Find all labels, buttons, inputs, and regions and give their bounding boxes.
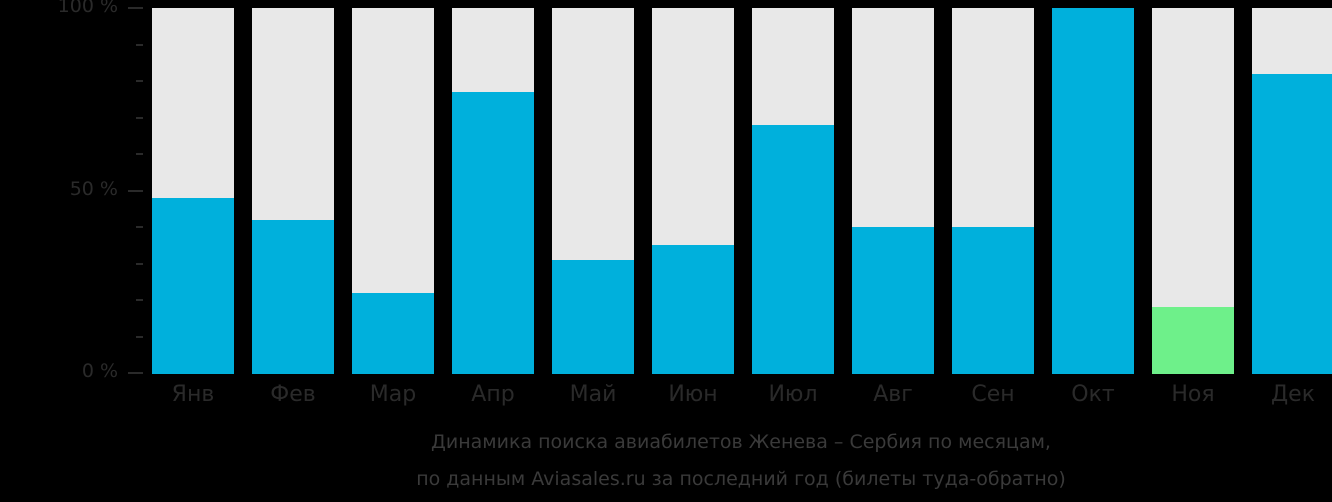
bar-value (1152, 307, 1234, 374)
bar-value (752, 124, 834, 374)
y-major-tick (128, 189, 143, 192)
chart-title: Динамика поиска авиабилетов Женева – Сер… (431, 431, 1051, 453)
y-minor-tick (136, 80, 143, 82)
chart-subtitle: по данным Aviasales.ru за последний год … (416, 468, 1066, 490)
x-tick-label: Мар (369, 382, 417, 407)
bar-7 (752, 8, 834, 374)
y-minor-tick (136, 43, 143, 46)
x-tick-label: Ноя (1171, 382, 1215, 407)
y-minor-tick (136, 116, 143, 119)
y-major-tick (128, 7, 143, 9)
x-tick-label: Авг (873, 382, 913, 407)
x-tick-label: Апр (471, 382, 515, 407)
bar-value (152, 197, 234, 374)
y-tick-label: 0 % (81, 360, 118, 382)
bar-8 (852, 8, 934, 374)
y-minor-tick (136, 262, 143, 265)
x-tick-label: Фев (270, 382, 316, 407)
x-tick-label: Янв (171, 382, 215, 407)
bar-5 (552, 8, 634, 374)
bar-10 (1052, 8, 1134, 374)
bar-value (1252, 73, 1332, 374)
x-tick-label: Окт (1071, 382, 1115, 407)
bar-11 (1152, 8, 1234, 374)
bar-value (452, 91, 534, 374)
y-minor-tick (136, 153, 143, 155)
bar-value (252, 219, 334, 374)
bar-value (652, 245, 734, 374)
bar-1 (152, 8, 234, 374)
bar-2 (252, 8, 334, 374)
bar-value (552, 259, 634, 374)
y-minor-tick (136, 335, 143, 338)
bar-value (352, 292, 434, 374)
x-tick-label: Май (569, 382, 617, 407)
x-tick-label: Июн (668, 382, 718, 407)
bar-3 (352, 8, 434, 374)
x-tick-label: Июл (768, 382, 818, 407)
y-minor-tick (136, 226, 143, 228)
bar-value (1052, 8, 1134, 374)
x-tick-label: Дек (1270, 382, 1315, 407)
y-major-tick (128, 372, 143, 374)
bar-4 (452, 8, 534, 374)
bar-value (952, 227, 1034, 374)
bar-6 (652, 8, 734, 374)
x-tick-label: Сен (971, 382, 1015, 407)
bar-9 (952, 8, 1034, 374)
y-tick-label: 50 % (69, 177, 118, 200)
y-tick-label: 100 % (57, 0, 118, 17)
y-minor-tick (136, 299, 143, 301)
bar-value (852, 227, 934, 374)
bar-12 (1252, 8, 1332, 374)
